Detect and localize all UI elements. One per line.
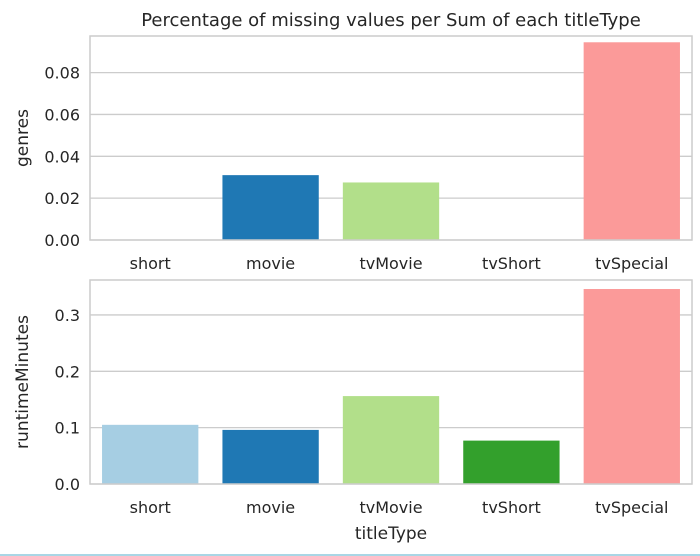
axes-frame (89, 35, 693, 241)
x-tick-label: tvSpecial (595, 254, 668, 273)
x-tick-label: short (130, 498, 171, 517)
x-tick-label: tvMovie (359, 254, 422, 273)
bar-movie (222, 429, 319, 484)
x-tick-label: tvSpecial (595, 498, 668, 517)
y-tick-label: 0.0 (55, 475, 80, 494)
bar-movie (222, 175, 319, 240)
y-tick-label: 0.3 (55, 306, 80, 325)
x-tick-label: tvShort (482, 254, 541, 273)
axes-frame (89, 279, 693, 485)
bar-tvshort (463, 440, 560, 484)
bar-tvspecial (583, 289, 680, 484)
x-tick-label: tvMovie (359, 498, 422, 517)
y-tick-label: 0.1 (55, 419, 80, 438)
x-tick-label: tvShort (482, 498, 541, 517)
bar-short (102, 424, 199, 484)
bottom-edge-line (0, 554, 700, 556)
y-tick-label: 0.2 (55, 362, 80, 381)
figure-title: Percentage of missing values per Sum of … (141, 10, 641, 31)
x-tick-label: short (130, 254, 171, 273)
bar-tvmovie (342, 396, 440, 484)
x-tick-label: movie (246, 254, 295, 273)
runtime-minutes-subplot: short movie tvMovie tvShort tvSpecial 0.0 0.1 0… (13, 279, 693, 544)
x-tick-label: movie (246, 498, 295, 517)
y-tick-label: 0.08 (44, 64, 80, 83)
bar-tvspecial (583, 42, 680, 241)
y-axis-label: genres (13, 109, 33, 167)
genres-subplot: short movie tvMovie tvShort tvSpecial 0.00 0.0… (13, 35, 693, 273)
x-axis-label: titleType (355, 524, 427, 544)
bar-tvmovie (342, 182, 440, 240)
y-tick-label: 0.02 (44, 189, 80, 208)
y-tick-label: 0.04 (44, 147, 80, 166)
y-axis-label: runtimeMinutes (13, 315, 33, 449)
y-tick-label: 0.06 (44, 105, 80, 124)
y-tick-label: 0.00 (44, 231, 80, 250)
